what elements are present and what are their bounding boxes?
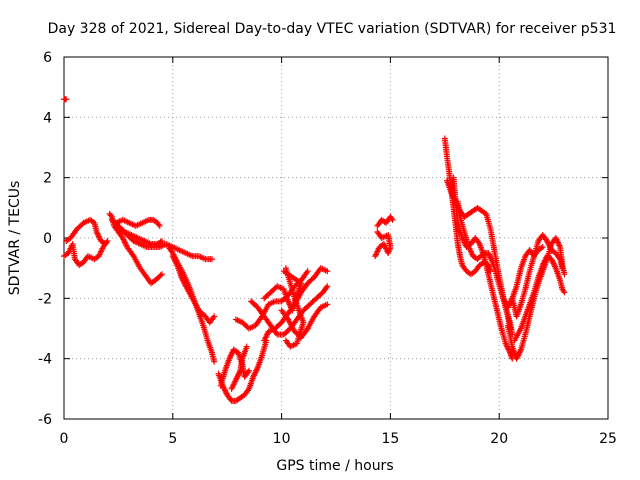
- grid: [64, 57, 608, 419]
- chart-title: Day 328 of 2021, Sidereal Day-to-day VTE…: [48, 21, 617, 37]
- data-point: [324, 283, 331, 290]
- data-point: [559, 265, 566, 272]
- series-arc-t: [441, 135, 494, 278]
- data-point: [158, 238, 165, 245]
- series-arc-y: [509, 231, 566, 320]
- data-point: [156, 222, 163, 229]
- data-point: [561, 289, 568, 296]
- x-ticks: 0 5 10 15 20 25: [60, 57, 617, 447]
- series-arc-v: [450, 174, 516, 362]
- series-arc-h: [169, 253, 218, 326]
- series-arc-f: [117, 225, 215, 263]
- series-arc-k: [228, 343, 250, 392]
- data-point: [63, 96, 70, 103]
- series-arc-z: [511, 253, 568, 344]
- series-arc-aa: [500, 244, 546, 311]
- data-point: [561, 271, 568, 278]
- data-point: [282, 337, 289, 344]
- y-tick-label: -4: [38, 352, 52, 368]
- x-tick-label: 10: [273, 431, 291, 447]
- y-axis-label: SDTVAR / TECUs: [7, 181, 23, 296]
- y-tick-label: 0: [43, 231, 52, 247]
- y-tick-label: 4: [43, 110, 52, 126]
- x-tick-label: 25: [599, 431, 617, 447]
- data-point: [304, 268, 311, 275]
- data-point: [539, 244, 546, 251]
- data-points: [61, 96, 568, 404]
- data-point: [479, 251, 486, 258]
- series-arc-u: [443, 177, 514, 332]
- x-tick-label: 0: [60, 431, 69, 447]
- x-tick-label: 20: [490, 431, 508, 447]
- series-arc-r: [374, 213, 396, 229]
- series-arc-q: [282, 265, 307, 350]
- data-point: [157, 272, 164, 279]
- y-tick-label: 6: [43, 50, 52, 66]
- data-point: [245, 367, 252, 374]
- data-point: [243, 343, 250, 350]
- series-outlier: [61, 96, 70, 103]
- y-tick-label: -6: [38, 412, 52, 428]
- x-axis-label: GPS time / hours: [276, 458, 393, 474]
- data-point: [208, 256, 215, 263]
- x-tick-label: 15: [381, 431, 399, 447]
- data-point: [102, 241, 109, 248]
- data-point: [389, 216, 396, 223]
- data-point: [211, 358, 218, 365]
- data-point: [211, 313, 218, 320]
- series-arc-e: [113, 216, 163, 229]
- data-point: [104, 238, 111, 245]
- y-tick-label: -2: [38, 291, 52, 307]
- y-tick-label: 2: [43, 171, 52, 187]
- data-point: [280, 268, 287, 275]
- series-arc-s: [372, 228, 394, 260]
- data-point: [158, 271, 165, 278]
- series-arc-l: [232, 268, 311, 332]
- data-point: [324, 301, 331, 308]
- series-arc-b: [63, 216, 109, 248]
- data-point: [324, 268, 331, 275]
- y-ticks: -6 -4 -2 0 2 4 6: [38, 50, 608, 428]
- x-tick-label: 5: [168, 431, 177, 447]
- data-point: [374, 228, 381, 235]
